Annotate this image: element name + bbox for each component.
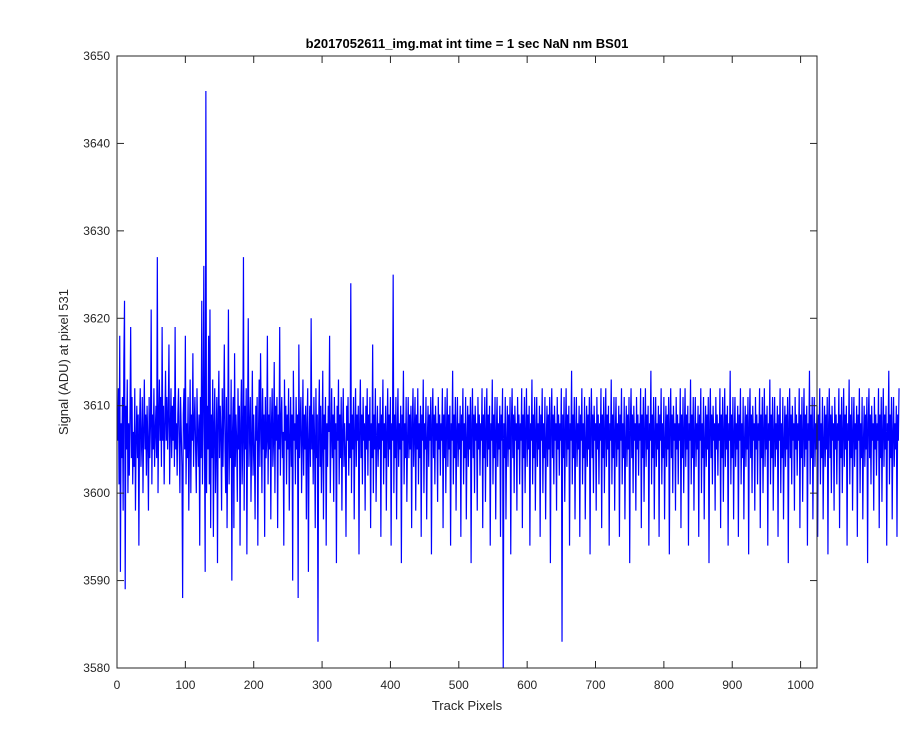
plot-frame <box>116 55 818 669</box>
x-tick-label: 300 <box>312 678 332 692</box>
y-tick-label: 3640 <box>83 136 110 150</box>
x-tick-label: 800 <box>654 678 674 692</box>
y-tick-label: 3610 <box>83 399 110 413</box>
y-axis-label: Signal (ADU) at pixel 531 <box>56 289 71 435</box>
y-tick-label: 3630 <box>83 224 110 238</box>
x-tick-label: 700 <box>586 678 606 692</box>
y-tick-label: 3580 <box>83 661 110 675</box>
x-axis: 0 100 200 300 400 500 600 700 800 900 1000 <box>114 56 814 692</box>
plot-background <box>117 56 817 668</box>
series-line-1 <box>117 90 900 669</box>
x-tick-label: 100 <box>175 678 195 692</box>
y-axis: 3580 3590 3600 3610 3620 3630 3640 3650 <box>83 49 817 675</box>
x-tick-label: 200 <box>244 678 264 692</box>
x-tick-label: 0 <box>114 678 121 692</box>
x-tick-label: 900 <box>722 678 742 692</box>
x-tick-label: 400 <box>380 678 400 692</box>
y-tick-label: 3600 <box>83 486 110 500</box>
x-tick-label: 600 <box>517 678 537 692</box>
x-tick-label: 1000 <box>787 678 814 692</box>
y-tick-label: 3590 <box>83 574 110 588</box>
y-tick-label: 3620 <box>83 311 110 325</box>
series-layer <box>117 90 900 669</box>
chart-title: b2017052611_img.mat int time = 1 sec NaN… <box>306 36 629 51</box>
y-tick-label: 3650 <box>83 49 110 63</box>
x-tick-label: 500 <box>449 678 469 692</box>
x-axis-label: Track Pixels <box>432 698 503 713</box>
